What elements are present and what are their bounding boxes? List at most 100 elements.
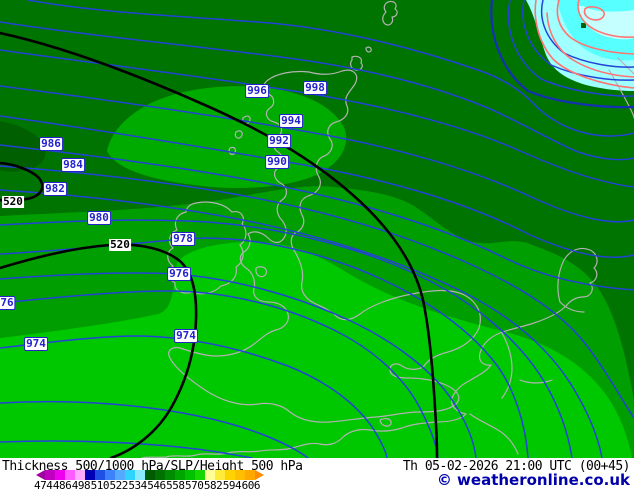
slp-label: 978 [171,232,195,246]
thickness-region-bright [0,241,632,458]
scale-cells [45,470,255,480]
isobar-line [0,21,634,161]
legend-cell [105,470,115,480]
legend-cell [95,470,105,480]
slp-label: 982 [43,182,67,196]
slp-label: 994 [279,114,303,128]
isobar-line [0,290,439,458]
slp-label: 998 [303,81,327,95]
legend-cell [185,470,195,480]
isobar-line [0,272,477,458]
coastline-continent [141,247,598,458]
legend-cell [165,470,175,480]
thickness-fill-layer [0,0,634,458]
legend-cell [125,470,135,480]
isobar-arc [522,0,634,81]
legend-cell [235,470,245,480]
height-label: 520 [109,238,131,251]
scale-tick-labels: 474 486 498 510 522 534 546 558 570 582 594 606 [34,479,261,490]
warm-contour [577,0,634,38]
legend-cell [175,470,185,480]
slp-label: 992 [267,134,291,148]
border-be-nl [519,379,553,384]
slp-label: 976 [167,267,191,281]
weather-map [0,0,634,458]
isobar-line [0,400,309,458]
slp-label: 990 [265,155,289,169]
coastline-shetland [382,0,398,26]
slp-label: 984 [61,158,85,172]
scale-left-arrow-icon [36,470,45,480]
legend-tick: 558 [166,479,185,490]
scale-right-arrow-icon [255,470,264,480]
coastline-hebrides-2 [234,130,243,139]
thickness-region-cyan-core [577,6,634,40]
legend-cell [205,470,215,480]
legend-tick: 546 [147,479,166,490]
isobar-line [0,85,634,223]
coastline-isle-of-man [255,266,267,278]
coastline-fair-isle [365,46,372,53]
isobar-arc-thick [490,0,634,109]
legend-cell [215,470,225,480]
slp-label: 980 [87,211,111,225]
border-fr-be-de [469,413,519,455]
thickness-speck [581,23,586,28]
height-contour-long [0,31,439,458]
legend-tick: 510 [90,479,110,490]
footer: Thickness 500/1000 hPa/SLP/Height 500 hP… [0,458,634,490]
coastline-hebrides-3 [228,146,236,156]
warm-contour-loop [583,6,605,21]
legend-cell [145,470,155,480]
warm-contour [534,0,634,89]
coastline-great-britain [168,69,481,423]
isobar-line [0,335,388,458]
legend-cell [195,470,205,480]
legend-tick: 570 [185,479,204,490]
border-nl-de [501,332,513,399]
legend-tick: 582 [203,479,223,490]
coastline-isle-of-wight [379,418,392,427]
legend-tick: 522 [109,479,129,490]
legend-cell [45,470,55,480]
warm-contour-layer [534,0,634,89]
isobar-line [0,189,603,458]
legend-cell [225,470,235,480]
legend-tick: 474 [34,479,53,490]
height-label: 520 [2,195,24,208]
slp-isobar-layer [0,0,634,458]
legend-tick: 606 [241,479,261,490]
legend-cell [75,470,85,480]
isobar-line [0,144,634,291]
isobar-line [27,0,634,137]
legend-cell [55,470,65,480]
isobar-line [0,440,253,458]
copyright-label: © weatheronline.co.uk [436,471,630,489]
slp-label: 986 [39,137,63,151]
legend-cell [135,470,145,480]
coastline-orkney [350,55,363,71]
legend-tick: 534 [128,479,147,490]
legend-tick: 486 [52,479,72,490]
slp-label: 76 [0,296,16,310]
isobar-line [0,219,573,458]
warm-contour [546,12,634,78]
slp-label: 974 [174,329,198,343]
legend-cell [155,470,165,480]
valid-time-label: Th 05-02-2026 21:00 UTC (00+45) [402,459,631,474]
legend-cell [65,470,75,480]
border-de-dk [559,301,585,313]
legend-cell [85,470,95,480]
isobar-line [0,165,634,419]
isobar-line [0,49,634,188]
legend-tick: 498 [71,479,91,490]
isobar-arc [507,0,634,97]
legend-cell [115,470,125,480]
thickness-region-darkest-patch [0,121,46,172]
thickness-color-scale [36,470,264,480]
slp-label: 996 [245,84,269,98]
slp-label: 974 [24,337,48,351]
legend-cell [245,470,255,480]
isobar-line [0,115,634,258]
